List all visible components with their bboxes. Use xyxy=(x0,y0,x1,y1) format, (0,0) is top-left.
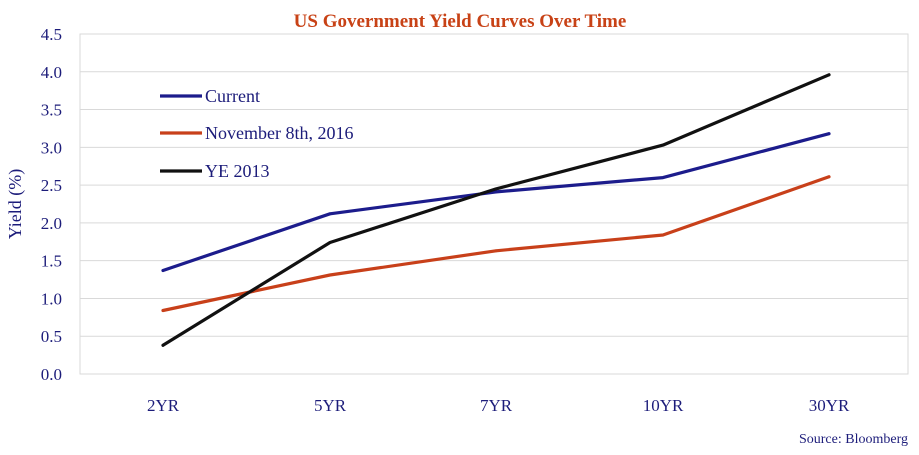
x-tick-label: 30YR xyxy=(809,396,850,415)
y-tick-label: 2.0 xyxy=(41,214,62,233)
data-point xyxy=(827,175,831,179)
x-tick-label: 7YR xyxy=(480,396,513,415)
series-lines xyxy=(161,73,831,347)
x-tick-label: 2YR xyxy=(147,396,180,415)
legend-label: YE 2013 xyxy=(205,161,270,181)
plot-area-frame xyxy=(79,33,909,375)
data-point xyxy=(661,143,665,147)
y-tick-label: 1.5 xyxy=(41,252,62,271)
series-line-3 xyxy=(161,73,831,347)
y-tick-label: 0.5 xyxy=(41,327,62,346)
chart-title: US Government Yield Curves Over Time xyxy=(294,11,627,32)
x-tick-label: 10YR xyxy=(643,396,684,415)
x-axis-ticks: 2YR 5YR 7YR 10YR 30YR xyxy=(147,396,850,415)
legend-label: November 8th, 2016 xyxy=(205,123,353,143)
source-note: Source: Bloomberg xyxy=(799,432,908,447)
data-point xyxy=(328,273,332,277)
series-line-2 xyxy=(161,175,831,313)
y-tick-label: 3.0 xyxy=(41,138,62,157)
y-axis-label: Yield (%) xyxy=(5,169,26,239)
legend-label: Current xyxy=(205,86,260,106)
y-tick-label: 4.0 xyxy=(41,63,62,82)
data-point xyxy=(161,309,165,312)
data-point xyxy=(328,241,332,244)
legend: Current November 8th, 2016 YE 2013 xyxy=(160,86,353,181)
y-tick-label: 1.0 xyxy=(41,289,62,308)
data-point xyxy=(494,187,498,191)
data-point xyxy=(494,190,498,194)
data-point xyxy=(328,212,332,216)
y-tick-label: 0.0 xyxy=(41,365,62,384)
data-point xyxy=(494,249,498,253)
y-axis-ticks: 0.0 0.5 1.0 1.5 2.0 2.5 3.0 3.5 4.0 4.5 xyxy=(41,25,62,384)
y-tick-label: 4.5 xyxy=(41,25,62,44)
y-tick-label: 2.5 xyxy=(41,176,62,195)
data-point xyxy=(161,269,165,272)
data-point xyxy=(661,176,665,180)
data-point xyxy=(161,343,165,347)
data-point xyxy=(827,132,831,136)
data-point xyxy=(827,73,831,77)
data-point xyxy=(661,233,665,237)
x-tick-label: 5YR xyxy=(314,396,347,415)
gridlines xyxy=(80,33,908,375)
y-tick-label: 3.5 xyxy=(41,101,62,120)
